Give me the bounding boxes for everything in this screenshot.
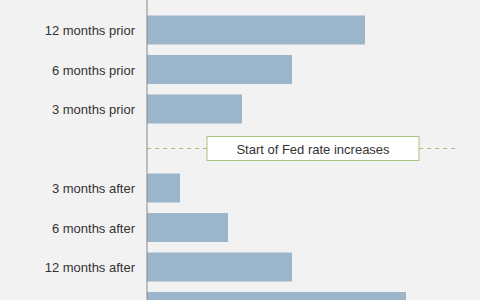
annotation-text: Start of Fed rate increases xyxy=(236,142,390,157)
category-label: 12 months after xyxy=(45,260,136,275)
bar xyxy=(147,55,292,84)
bar xyxy=(147,253,292,282)
bar xyxy=(147,95,242,124)
axis-line xyxy=(147,0,148,300)
category-label: 3 months prior xyxy=(52,102,136,117)
bar xyxy=(147,174,180,203)
category-label: 12 months prior xyxy=(45,23,136,38)
bar xyxy=(147,16,365,45)
category-label: 3 months after xyxy=(52,181,136,196)
background xyxy=(0,0,480,300)
bar xyxy=(147,213,228,242)
annotation-box xyxy=(207,137,419,161)
chart: 12 months prior 6 months prior 3 months pr… xyxy=(0,0,480,300)
bar xyxy=(147,292,406,300)
category-label: 6 months prior xyxy=(52,63,136,78)
category-label: 6 months after xyxy=(52,221,136,236)
